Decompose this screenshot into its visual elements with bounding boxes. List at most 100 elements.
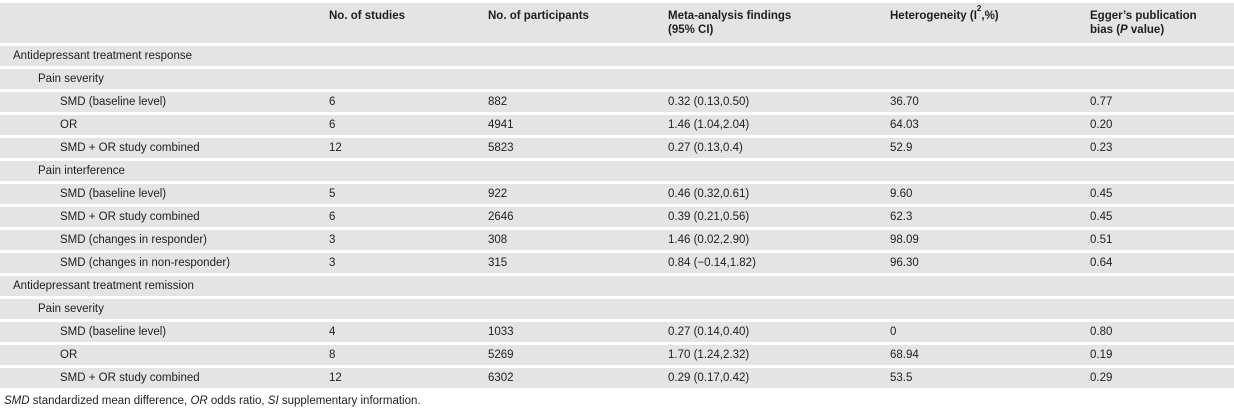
cell-heterogeneity: 9.60 — [890, 184, 1090, 204]
cell-findings — [668, 161, 890, 181]
table-row: SMD + OR study combined 12 5823 0.27 (0.… — [0, 138, 1234, 158]
cell-heterogeneity — [890, 161, 1090, 181]
row-label: OR — [0, 345, 329, 365]
table-row: SMD (baseline level) 4 1033 0.27 (0.14,0… — [0, 322, 1234, 342]
table-row-subsection: Pain severity — [0, 69, 1234, 89]
footnote-text-3: supplementary information. — [278, 395, 421, 407]
cell-studies: 12 — [329, 368, 488, 388]
cell-heterogeneity: 96.30 — [890, 253, 1090, 273]
egger-p-italic: P — [1120, 23, 1128, 36]
cell-heterogeneity — [890, 276, 1090, 296]
cell-egger: 0.45 — [1090, 184, 1234, 204]
table-row: SMD + OR study combined 12 6302 0.29 (0.… — [0, 368, 1234, 388]
cell-egger: 0.77 — [1090, 92, 1234, 112]
cell-studies: 12 — [329, 138, 488, 158]
cell-egger: 0.19 — [1090, 345, 1234, 365]
cell-participants: 5823 — [488, 138, 668, 158]
cell-heterogeneity — [890, 46, 1090, 66]
cell-studies: 4 — [329, 322, 488, 342]
row-label: Antidepressant treatment remission — [0, 276, 329, 296]
cell-heterogeneity: 36.70 — [890, 92, 1090, 112]
row-label: Pain severity — [0, 69, 329, 89]
cell-egger — [1090, 161, 1234, 181]
cell-participants: 315 — [488, 253, 668, 273]
meta-analysis-table: No. of studies No. of participants Meta-… — [0, 3, 1234, 388]
cell-findings: 0.29 (0.17,0.42) — [668, 368, 890, 388]
column-header-heterogeneity: Heterogeneity (I2,%) — [890, 3, 1090, 43]
cell-egger: 0.64 — [1090, 253, 1234, 273]
table-row-subsection: Pain severity — [0, 299, 1234, 319]
cell-findings — [668, 46, 890, 66]
cell-studies: 6 — [329, 92, 488, 112]
cell-participants: 882 — [488, 92, 668, 112]
cell-participants — [488, 299, 668, 319]
table-row: SMD (baseline level) 6 882 0.32 (0.13,0.… — [0, 92, 1234, 112]
cell-heterogeneity: 52.9 — [890, 138, 1090, 158]
cell-studies — [329, 46, 488, 66]
cell-participants: 4941 — [488, 115, 668, 135]
cell-heterogeneity: 0 — [890, 322, 1090, 342]
cell-heterogeneity: 64.03 — [890, 115, 1090, 135]
cell-findings — [668, 276, 890, 296]
cell-findings: 1.70 (1.24,2.32) — [668, 345, 890, 365]
heterogeneity-label-pre: Heterogeneity (I — [890, 10, 977, 22]
table-row: SMD + OR study combined 6 2646 0.39 (0.2… — [0, 207, 1234, 227]
cell-participants: 1033 — [488, 322, 668, 342]
cell-findings: 1.46 (1.04,2.04) — [668, 115, 890, 135]
cell-findings: 1.46 (0.02,2.90) — [668, 230, 890, 250]
cell-participants — [488, 46, 668, 66]
cell-heterogeneity: 98.09 — [890, 230, 1090, 250]
row-label: SMD (changes in non-responder) — [0, 253, 329, 273]
cell-findings — [668, 299, 890, 319]
cell-findings: 0.27 (0.14,0.40) — [668, 322, 890, 342]
table-row-subsection: Pain interference — [0, 161, 1234, 181]
cell-findings: 0.27 (0.13,0.4) — [668, 138, 890, 158]
egger-line2-pre: bias ( — [1090, 23, 1121, 36]
egger-label-line1: Egger’s publication — [1090, 10, 1197, 22]
footnote-text-2: odds ratio, — [207, 395, 268, 407]
cell-heterogeneity: 53.5 — [890, 368, 1090, 388]
table-row: SMD (changes in responder) 3 308 1.46 (0… — [0, 230, 1234, 250]
cell-egger: 0.23 — [1090, 138, 1234, 158]
cell-findings: 0.84 (−0.14,1.82) — [668, 253, 890, 273]
egger-label-line2: bias (P value) — [1090, 24, 1234, 38]
cell-participants: 308 — [488, 230, 668, 250]
cell-findings: 0.39 (0.21,0.56) — [668, 207, 890, 227]
row-label: Antidepressant treatment response — [0, 46, 329, 66]
cell-heterogeneity: 62.3 — [890, 207, 1090, 227]
cell-findings: 0.32 (0.13,0.50) — [668, 92, 890, 112]
cell-findings: 0.46 (0.32,0.61) — [668, 184, 890, 204]
footnote-abbr-smd: SMD — [4, 395, 30, 407]
table-footnote: SMD standardized mean difference, OR odd… — [0, 394, 1234, 408]
row-label: SMD (changes in responder) — [0, 230, 329, 250]
table-row: OR 8 5269 1.70 (1.24,2.32) 68.94 0.19 — [0, 345, 1234, 365]
cell-studies: 8 — [329, 345, 488, 365]
cell-participants: 6302 — [488, 368, 668, 388]
column-header-egger: Egger’s publication bias (P value) — [1090, 3, 1234, 43]
heterogeneity-superscript: 2 — [976, 4, 982, 13]
cell-studies: 6 — [329, 115, 488, 135]
table-row-section: Antidepressant treatment remission — [0, 276, 1234, 296]
cell-participants — [488, 69, 668, 89]
table-row: SMD (baseline level) 5 922 0.46 (0.32,0.… — [0, 184, 1234, 204]
footnote-text-1: standardized mean difference, — [29, 395, 191, 407]
table-row: OR 6 4941 1.46 (1.04,2.04) 64.03 0.20 — [0, 115, 1234, 135]
cell-egger: 0.51 — [1090, 230, 1234, 250]
column-header-findings-line1: Meta-analysis findings — [668, 10, 792, 22]
cell-studies: 3 — [329, 230, 488, 250]
cell-egger — [1090, 276, 1234, 296]
row-label: Pain interference — [0, 161, 329, 181]
cell-participants: 922 — [488, 184, 668, 204]
cell-findings — [668, 69, 890, 89]
row-label: OR — [0, 115, 329, 135]
cell-heterogeneity: 68.94 — [890, 345, 1090, 365]
column-header-studies: No. of studies — [329, 3, 488, 43]
row-label: SMD (baseline level) — [0, 92, 329, 112]
cell-studies — [329, 161, 488, 181]
cell-egger — [1090, 69, 1234, 89]
cell-participants — [488, 161, 668, 181]
table-row: SMD (changes in non-responder) 3 315 0.8… — [0, 253, 1234, 273]
row-label: SMD + OR study combined — [0, 207, 329, 227]
row-label: SMD (baseline level) — [0, 184, 329, 204]
cell-studies: 3 — [329, 253, 488, 273]
